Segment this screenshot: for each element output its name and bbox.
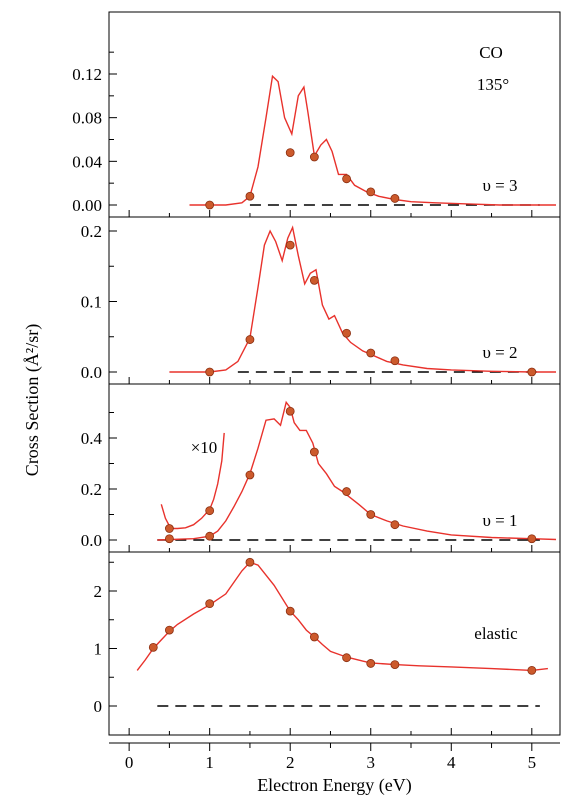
data-point-v1-7 <box>390 520 400 530</box>
data-point-v2-4 <box>342 328 351 338</box>
panel-label-v1: υ = 1 <box>482 511 517 530</box>
data-point-v3-2 <box>285 148 295 158</box>
data-point-v1-1 <box>205 531 215 541</box>
y-tick-label-v1-2: 0.4 <box>81 429 103 448</box>
data-point-elastic-4 <box>285 606 295 616</box>
y-tick-label-v3-0: 0.00 <box>72 196 102 215</box>
data-point-v1-3 <box>285 406 295 416</box>
data-point-v1-x10-0 <box>165 524 174 533</box>
curve-v2 <box>169 225 556 373</box>
y-tick-label-v3-2: 0.08 <box>72 109 102 128</box>
panel-v3: 0.00 0.04 0.08 0.12 υ = 3 CO 135° <box>72 11 561 218</box>
data-point-elastic-2 <box>205 599 215 609</box>
panel-label-elastic: elastic <box>474 624 518 643</box>
y-tick-label-v2-0: 0.0 <box>81 363 102 382</box>
panel-frame-elastic <box>108 551 561 736</box>
data-point-v1-2 <box>245 470 255 480</box>
x-tick-label-5: 5 <box>528 753 537 772</box>
data-point-v1-x10-1 <box>205 506 215 516</box>
curve-elastic <box>136 561 548 672</box>
data-point-elastic-5 <box>309 632 319 642</box>
data-point-elastic-8 <box>390 660 400 669</box>
data-point-v2-2 <box>285 240 295 250</box>
curve-v1 <box>157 400 557 541</box>
data-point-v3-6 <box>390 194 400 203</box>
y-tick-label-v2-1: 0.1 <box>81 293 102 312</box>
y-tick-label-v1-1: 0.2 <box>81 480 102 499</box>
data-point-v1-5 <box>342 487 351 496</box>
x-tick-label-3: 3 <box>366 753 375 772</box>
data-point-v3-5 <box>366 187 376 197</box>
y-tick-label-elastic-2: 2 <box>94 582 103 601</box>
panel-v2: 0.0 0.1 0.2 υ = 2 <box>81 216 561 385</box>
y-tick-label-elastic-0: 0 <box>94 697 103 716</box>
data-point-v2-6 <box>390 356 400 366</box>
data-point-elastic-3 <box>245 557 255 567</box>
data-point-elastic-7 <box>366 659 376 668</box>
data-point-v1-6 <box>366 510 376 519</box>
annotation-v3-0: CO <box>479 43 503 62</box>
x-tick-label-0: 0 <box>125 753 134 772</box>
data-point-v2-7 <box>527 367 537 377</box>
data-point-v3-3 <box>309 152 319 162</box>
data-point-v1-8 <box>527 534 537 544</box>
panel-v1: 0.0 0.2 0.4 υ = 1 ×10 <box>81 383 561 553</box>
y-tick-label-elastic-1: 1 <box>94 640 103 659</box>
data-point-v1-0 <box>165 534 174 544</box>
panel-label-v2: υ = 2 <box>482 343 517 362</box>
data-point-elastic-1 <box>165 625 174 635</box>
data-point-elastic-6 <box>342 653 351 663</box>
data-point-v2-3 <box>309 275 319 285</box>
y-tick-label-v3-3: 0.12 <box>72 65 102 84</box>
x-tick-label-4: 4 <box>447 753 456 772</box>
data-point-v3-4 <box>342 174 351 184</box>
data-point-v3-1 <box>245 191 255 201</box>
x-axis-title: Electron Energy (eV) <box>257 775 412 796</box>
data-point-v1-4 <box>309 447 319 457</box>
panel-elastic: 0 1 2 elastic <box>94 551 561 736</box>
data-point-v2-0 <box>205 367 215 377</box>
data-point-elastic-0 <box>148 642 158 652</box>
annotation-v1-0: ×10 <box>191 438 218 457</box>
y-tick-label-v3-1: 0.04 <box>72 152 102 171</box>
data-point-v2-5 <box>366 348 376 358</box>
data-point-v3-0 <box>205 200 215 210</box>
y-axis-title: Cross Section (Å²/sr) <box>22 324 43 476</box>
x-tick-label-2: 2 <box>286 753 295 772</box>
curve-v3 <box>189 74 556 206</box>
y-tick-label-v2-2: 0.2 <box>81 222 102 241</box>
y-tick-label-v1-0: 0.0 <box>81 531 102 550</box>
x-tick-label-1: 1 <box>205 753 214 772</box>
panel-label-v3: υ = 3 <box>482 176 517 195</box>
data-point-v2-1 <box>245 335 255 344</box>
x-axis: 0 1 2 3 4 5 <box>109 742 560 772</box>
annotation-v3-1: 135° <box>477 75 509 94</box>
data-point-elastic-9 <box>527 665 537 675</box>
